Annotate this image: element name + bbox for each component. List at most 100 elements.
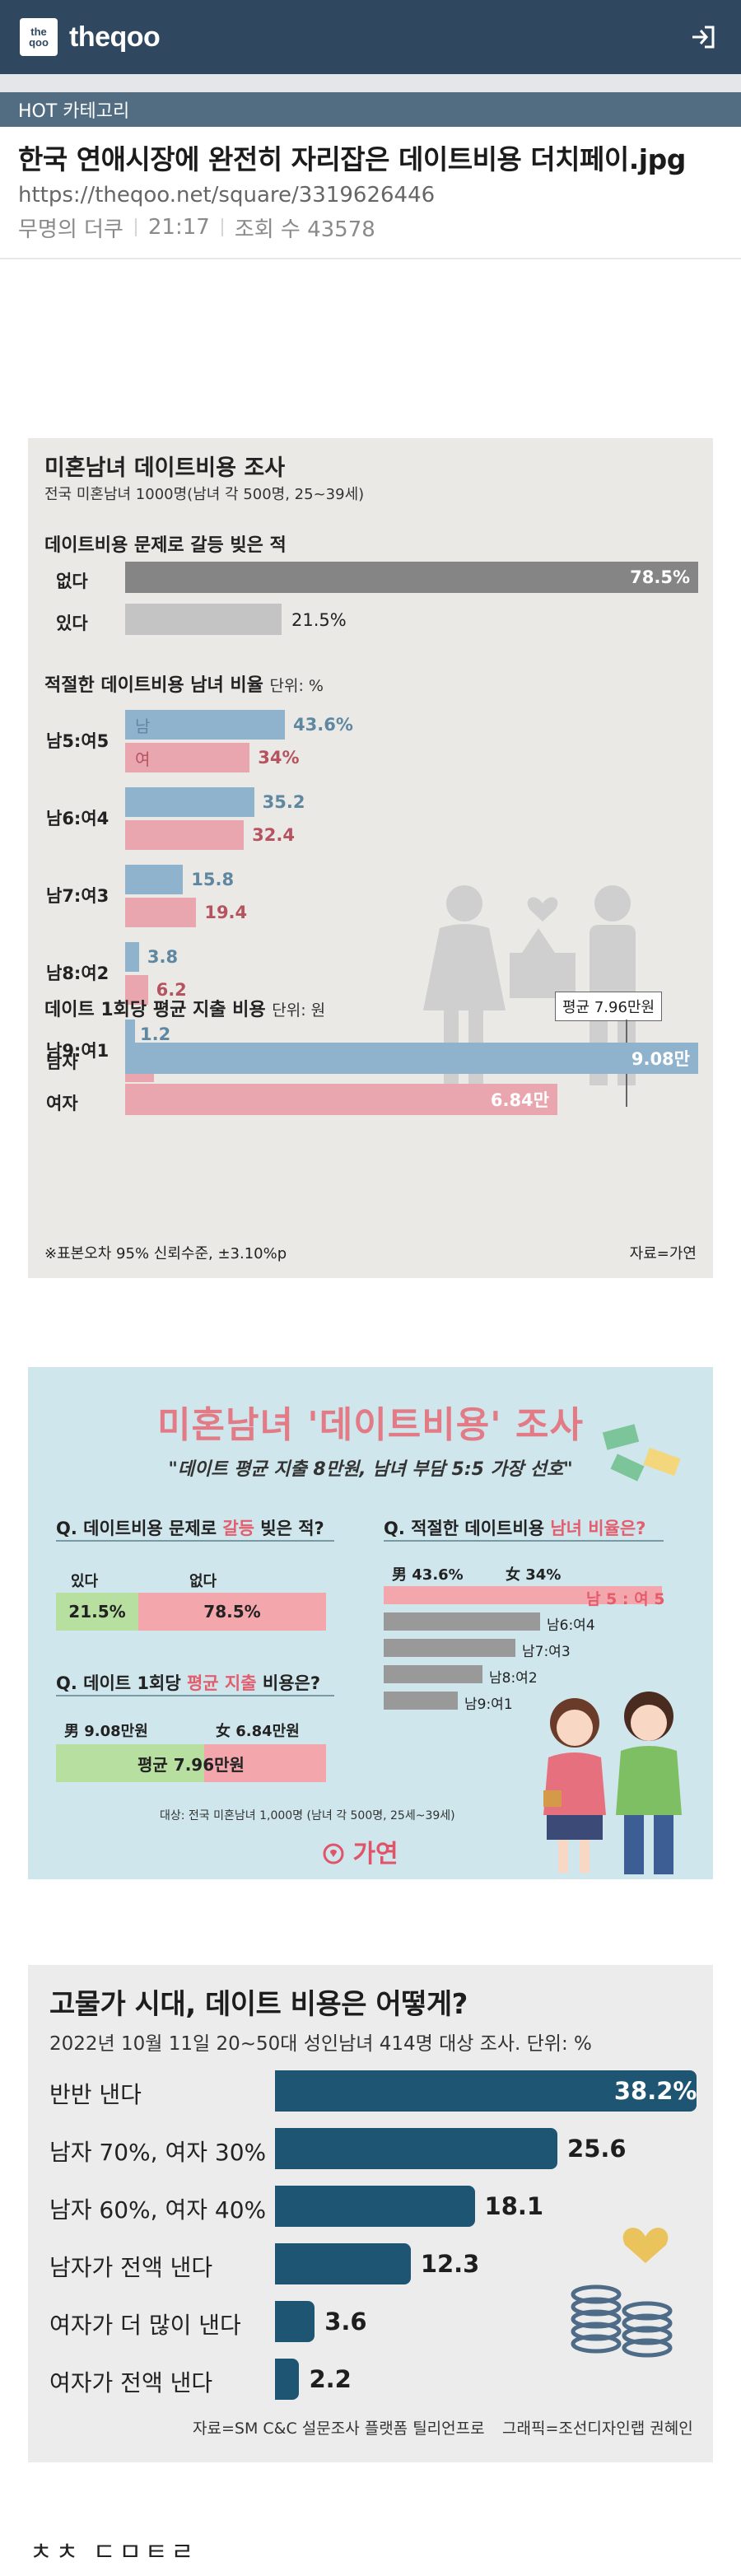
info3-row-label: 여자가 전액 낸다 bbox=[49, 2369, 213, 2396]
q2-value-male: 1.2 bbox=[140, 1024, 171, 1044]
info3-value: 3.6 bbox=[324, 2308, 367, 2336]
info2-q1-highlight: 갈등 bbox=[222, 1519, 254, 1538]
q3-title-text: 데이트 1회당 평균 지출 비용 bbox=[44, 1000, 266, 1020]
info3-value: 25.6 bbox=[567, 2135, 627, 2163]
info2-brand: 가연 bbox=[323, 1833, 398, 1869]
q1-bar-yes bbox=[125, 604, 282, 635]
info3-row-label: 여자가 더 많이 낸다 bbox=[49, 2312, 241, 2339]
post-header: 한국 연애시장에 완전히 자리잡은 데이트비용 더치페이.jpg https:/… bbox=[0, 127, 741, 259]
q1-label-yes: 있다 bbox=[56, 614, 88, 633]
q2-value-male: 15.8 bbox=[191, 870, 235, 889]
login-button[interactable] bbox=[685, 19, 721, 55]
info2-ratio-label: 남6:여4 bbox=[547, 1617, 595, 1634]
post-body-text: ㅊㅊ ㄷㅁㅌㄹ bbox=[30, 2538, 198, 2567]
info3-bar bbox=[275, 2301, 315, 2342]
info2-q1-no-label: 없다 bbox=[189, 1573, 217, 1590]
couple-illustration-icon bbox=[543, 1692, 682, 1874]
info3-row-label: 남자 60%, 여자 40% bbox=[49, 2196, 267, 2224]
info2-q1: Q. 데이트비용 문제로 갈등 빚은 적? bbox=[56, 1515, 324, 1540]
info3-row-label: 남자가 전액 낸다 bbox=[49, 2254, 213, 2281]
info2-q1-prefix: Q. 데이트비용 문제로 bbox=[56, 1519, 223, 1538]
info2-q3-male-label: 男 9.08만원 bbox=[64, 1723, 148, 1740]
info2-q3-suffix: 비용은? bbox=[256, 1673, 321, 1693]
infographic-survey-1: 미혼남녀 데이트비용 조사 전국 미혼남녀 1000명(남녀 각 500명, 2… bbox=[28, 438, 713, 1278]
info2-ratio-bar bbox=[384, 1612, 540, 1631]
q2-unit: 단위: % bbox=[269, 677, 324, 695]
info2-q1-no-bar: 78.5% bbox=[138, 1593, 326, 1631]
info2-ratio-label: 남8:여2 bbox=[489, 1670, 538, 1687]
info3-bar bbox=[275, 2359, 300, 2400]
info3-value: 12.3 bbox=[420, 2250, 480, 2278]
info2-q3-prefix: Q. 데이트 1회당 bbox=[56, 1673, 187, 1693]
q2-bar-female bbox=[125, 898, 197, 927]
info2-ratio-bar bbox=[384, 1639, 515, 1657]
info2-q3-underline bbox=[56, 1695, 334, 1696]
info2-q2-female-label: 女 34% bbox=[506, 1566, 562, 1584]
q2-value-female: 6.2 bbox=[156, 980, 187, 1000]
q2-bar-female: 여 bbox=[125, 743, 250, 772]
q2-title-text: 적절한 데이트비용 남녀 비율 bbox=[44, 675, 263, 696]
info3-subtitle: 2022년 10월 11일 20~50대 성인남녀 414명 대상 조사. 단위… bbox=[49, 2033, 592, 2055]
q3-label-female: 여자 bbox=[46, 1094, 78, 1113]
info2-ratio-label: 남9:여1 bbox=[464, 1696, 513, 1713]
legend-male: 남 bbox=[135, 716, 151, 736]
q1-value-no: 78.5% bbox=[630, 567, 690, 587]
site-name[interactable]: theqoo bbox=[69, 21, 161, 53]
q2-bar-male bbox=[125, 865, 184, 894]
q2-value-female: 34% bbox=[258, 748, 300, 768]
q2-bar-male bbox=[125, 787, 254, 817]
category-bar[interactable]: HOT 카테고리 bbox=[0, 92, 741, 127]
q3-value-female: 6.84만 bbox=[490, 1090, 549, 1110]
category-label[interactable]: HOT 카테고리 bbox=[18, 101, 130, 122]
info2-q3-female-bar bbox=[56, 1744, 204, 1782]
q2-value-female: 19.4 bbox=[204, 903, 248, 922]
info2-subtitle: "데이트 평균 지출 8만원, 남녀 부담 5:5 가장 선호" bbox=[168, 1459, 573, 1480]
q2-row-label: 남8:여2 bbox=[46, 964, 110, 983]
post-time: 21:17 bbox=[147, 215, 210, 240]
brand-logo-icon bbox=[323, 1843, 344, 1864]
meta-divider bbox=[221, 218, 223, 237]
header-divider bbox=[0, 74, 741, 92]
info2-q3: Q. 데이트 1회당 평균 지출 비용은? bbox=[56, 1670, 320, 1695]
info2-ratio-bar bbox=[384, 1692, 458, 1710]
info2-q3-highlight: 평균 지출 bbox=[186, 1673, 257, 1693]
q1-bar-no: 78.5% bbox=[125, 562, 698, 593]
q2-bar-male bbox=[125, 942, 139, 972]
logo-mark-bottom: qoo bbox=[29, 36, 49, 49]
info3-title: 고물가 시대, 데이트 비용은 어떻게? bbox=[49, 1988, 468, 2021]
info3-value: 18.1 bbox=[484, 2192, 544, 2220]
info2-ratio-label: 남 5 : 여 5 bbox=[586, 1590, 665, 1608]
info2-brand-text: 가연 bbox=[352, 1840, 398, 1869]
q2-bar-male: 남 bbox=[125, 710, 286, 740]
info2-q2-prefix: Q. 적절한 데이트비용 bbox=[384, 1519, 551, 1538]
info3-bar bbox=[275, 2186, 475, 2227]
post-author: 무명의 더쿠 bbox=[18, 217, 124, 242]
q1-title: 데이트비용 문제로 갈등 빚은 적 bbox=[44, 535, 287, 556]
site-logo[interactable]: the qoo bbox=[20, 18, 58, 56]
info2-q3-avg: 평균 7.96만원 bbox=[137, 1754, 245, 1775]
info2-footnote: 대상: 전국 미혼남녀 1,000명 (남녀 각 500명, 25세~39세) bbox=[160, 1809, 455, 1822]
info2-q1-yes-bar: 21.5% bbox=[56, 1593, 138, 1631]
q2-row-label: 남5:여5 bbox=[46, 731, 110, 751]
info3-row-label: 반반 낸다 bbox=[49, 2081, 142, 2108]
q2-row-label: 남7:여3 bbox=[46, 886, 110, 906]
q2-bar-male bbox=[125, 1020, 135, 1049]
info2-ratio-bar bbox=[384, 1665, 482, 1683]
q3-title: 데이트 1회당 평균 지출 비용 단위: 원 bbox=[44, 995, 325, 1021]
info3-bar bbox=[275, 2243, 411, 2284]
info3-source: 자료=SM C&C 설문조사 플랫폼 틸리언프로 bbox=[193, 2420, 485, 2438]
q3-label-male: 남자 bbox=[46, 1052, 78, 1072]
info1-title: 미혼남녀 데이트비용 조사 bbox=[44, 455, 286, 481]
info2-q3-male-bar bbox=[204, 1744, 326, 1782]
info2-q2-underline bbox=[384, 1540, 664, 1542]
post-url[interactable]: https://theqoo.net/square/3319626446 bbox=[18, 182, 436, 208]
q1-label-no: 없다 bbox=[56, 572, 88, 591]
info2-q1-yes-label: 있다 bbox=[71, 1573, 99, 1590]
infographic-survey-3: 고물가 시대, 데이트 비용은 어떻게? 2022년 10월 11일 20~50… bbox=[28, 1965, 713, 2462]
coins-heart-icon bbox=[571, 2228, 673, 2358]
q2-value-male: 43.6% bbox=[293, 715, 353, 735]
info3-value: 38.2% bbox=[613, 2077, 697, 2105]
info3-bar bbox=[275, 2128, 558, 2169]
meta-divider bbox=[134, 218, 137, 237]
logo-mark-top: the bbox=[30, 26, 47, 38]
